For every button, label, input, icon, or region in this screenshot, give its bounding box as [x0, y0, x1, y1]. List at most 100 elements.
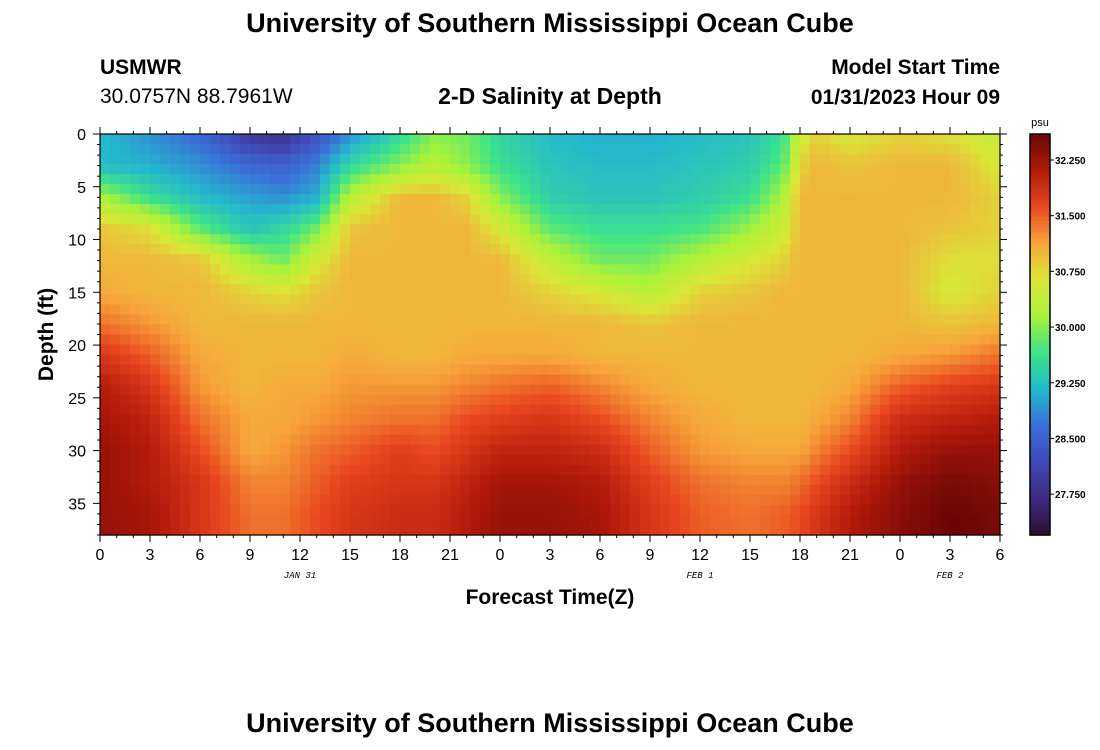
heatmap-cell	[550, 474, 561, 486]
heatmap-cell	[370, 504, 381, 516]
colorbar-band	[1030, 521, 1050, 526]
heatmap-cell	[550, 314, 561, 326]
heatmap-cell	[490, 434, 501, 446]
heatmap-cell	[870, 174, 881, 185]
heatmap-cell	[130, 504, 141, 516]
heatmap-cell	[970, 284, 981, 296]
heatmap-cell	[250, 264, 261, 275]
heatmap-cell	[560, 354, 571, 366]
heatmap-cell	[560, 224, 571, 235]
heatmap-cell	[550, 294, 561, 306]
heatmap-cell	[370, 524, 381, 536]
heatmap-cell	[500, 304, 511, 316]
heatmap-cell	[190, 334, 201, 346]
heatmap-cell	[630, 484, 641, 496]
heatmap-cell	[280, 434, 291, 446]
heatmap-cell	[500, 334, 511, 346]
heatmap-cell	[190, 234, 201, 245]
heatmap-cell	[910, 444, 921, 456]
heatmap-cell	[850, 214, 861, 225]
heatmap-cell	[730, 484, 741, 496]
heatmap-cell	[200, 134, 211, 145]
heatmap-cell	[590, 514, 601, 526]
heatmap-cell	[300, 464, 311, 476]
heatmap-cell	[270, 464, 281, 476]
heatmap-cell	[620, 184, 631, 195]
heatmap-cell	[700, 214, 711, 225]
heatmap-cell	[380, 274, 391, 285]
heatmap-cell	[940, 404, 951, 416]
heatmap-cell	[840, 254, 851, 265]
heatmap-cell	[430, 274, 441, 285]
heatmap-cell	[650, 294, 661, 306]
heatmap-cell	[660, 274, 671, 285]
heatmap-cell	[820, 374, 831, 386]
heatmap-cell	[770, 294, 781, 306]
heatmap-cell	[170, 414, 181, 426]
heatmap-cell	[860, 524, 871, 536]
heatmap-cell	[500, 444, 511, 456]
heatmap-cell	[210, 274, 221, 285]
heatmap-cell	[840, 454, 851, 466]
heatmap-cell	[470, 294, 481, 306]
colorbar-band	[1030, 364, 1050, 369]
heatmap-cell	[930, 454, 941, 466]
heatmap-cell	[410, 314, 421, 326]
heatmap-cell	[460, 264, 471, 275]
heatmap-cell	[400, 414, 411, 426]
heatmap-cell	[960, 434, 971, 446]
heatmap-cell	[380, 384, 391, 396]
heatmap-cell	[810, 274, 821, 285]
colorbar-band	[1030, 327, 1050, 332]
heatmap-cell	[450, 194, 461, 205]
heatmap-cell	[560, 264, 571, 275]
heatmap-cell	[530, 304, 541, 316]
heatmap-cell	[440, 414, 451, 426]
heatmap-cell	[230, 454, 241, 466]
heatmap-cell	[920, 284, 931, 296]
heatmap-cell	[770, 344, 781, 356]
heatmap-cell	[410, 344, 421, 356]
heatmap-cell	[270, 214, 281, 225]
heatmap-cell	[500, 204, 511, 215]
heatmap-cell	[950, 154, 961, 165]
heatmap-cell	[560, 484, 571, 496]
heatmap-cell	[310, 224, 321, 235]
colorbar-band	[1030, 144, 1050, 148]
heatmap-cell	[530, 354, 541, 366]
heatmap-cell	[160, 224, 171, 235]
heatmap-cell	[140, 294, 151, 306]
heatmap-cell	[240, 464, 251, 476]
heatmap-cell	[170, 444, 181, 456]
heatmap-cell	[670, 314, 681, 326]
heatmap-cell	[310, 364, 321, 376]
heatmap-cell	[360, 324, 371, 336]
colorbar-unit: psu	[1031, 117, 1049, 129]
heatmap-cell	[320, 514, 331, 526]
heatmap-cell	[870, 164, 881, 175]
heatmap-cell	[410, 224, 421, 235]
heatmap-cell	[740, 414, 751, 426]
heatmap-cell	[180, 414, 191, 426]
heatmap-cell	[500, 494, 511, 506]
heatmap-cell	[280, 424, 291, 436]
heatmap-cell	[240, 214, 251, 225]
heatmap-cell	[490, 504, 501, 516]
heatmap-cell	[690, 284, 701, 296]
heatmap-cell	[380, 184, 391, 195]
heatmap-cell	[570, 344, 581, 356]
heatmap-cell	[550, 384, 561, 396]
heatmap-cell	[200, 424, 211, 436]
heatmap-cell	[380, 414, 391, 426]
colorbar-band	[1030, 451, 1050, 456]
heatmap-cell	[470, 264, 481, 275]
heatmap-cell	[240, 354, 251, 366]
heatmap-cell	[210, 224, 221, 235]
heatmap-cell	[440, 194, 451, 205]
heatmap-cell	[770, 184, 781, 195]
heatmap-cell	[370, 344, 381, 356]
heatmap-cell	[280, 224, 291, 235]
heatmap-cell	[550, 164, 561, 175]
heatmap-cell	[920, 234, 931, 245]
heatmap-cell	[190, 264, 201, 275]
